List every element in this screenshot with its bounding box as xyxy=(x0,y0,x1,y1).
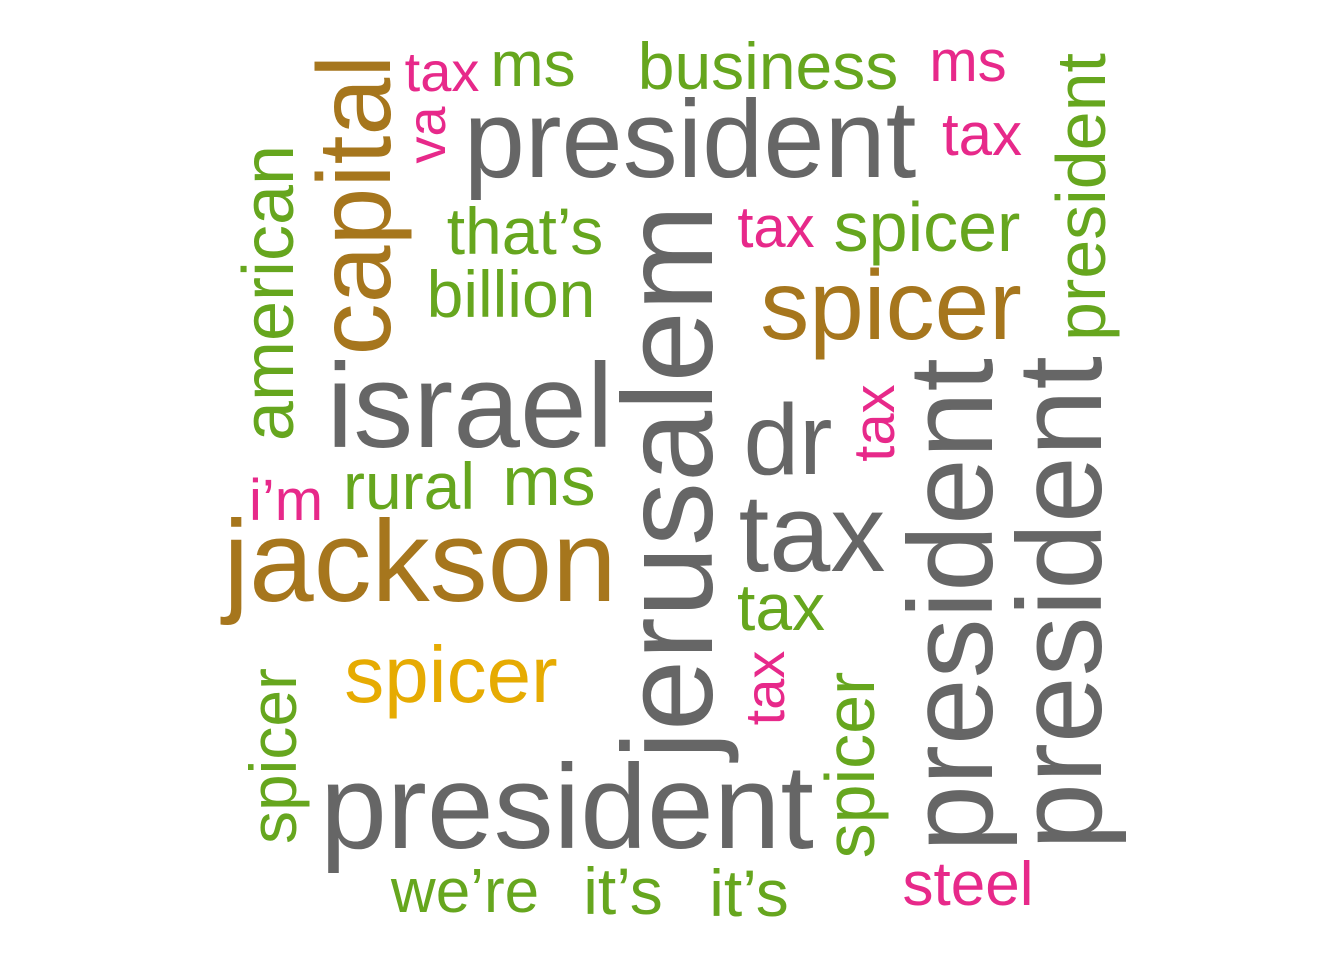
word-capital: capital xyxy=(297,54,413,356)
word-tax: tax xyxy=(738,472,886,595)
word-steel: steel xyxy=(902,850,1034,919)
word-ms: ms xyxy=(929,29,1007,94)
word-spicer: spicer xyxy=(833,188,1021,266)
word-tax: tax xyxy=(733,650,796,726)
word-american: american xyxy=(229,144,309,442)
word-tax: tax xyxy=(404,40,480,103)
word-spicer: spicer xyxy=(344,630,558,719)
word-president: president xyxy=(1042,53,1120,341)
word-tax: tax xyxy=(941,101,1023,168)
word-jerusalem: jerusalem xyxy=(597,204,740,760)
word-spicer: spicer xyxy=(236,667,310,845)
word-president: president xyxy=(320,740,814,874)
word-dr: dr xyxy=(743,384,833,496)
word-its: it’s xyxy=(709,856,789,930)
word-thats: that’s xyxy=(446,194,604,268)
word-tax: tax xyxy=(736,570,826,644)
word-were: we’re xyxy=(390,857,540,926)
word-spicer: spicer xyxy=(760,250,1022,360)
word-israel: israel xyxy=(326,339,614,473)
word-ms: ms xyxy=(490,28,576,100)
word-jackson: jackson xyxy=(223,496,617,626)
word-ms: ms xyxy=(502,442,596,520)
word-tax: tax xyxy=(737,195,815,260)
word-billion: billion xyxy=(426,257,596,331)
word-president: president xyxy=(463,78,917,201)
word-spicer: spicer xyxy=(811,671,889,859)
word-im: i’m xyxy=(248,468,324,533)
word-president: president xyxy=(993,356,1127,850)
word-business: business xyxy=(637,29,899,103)
word-va: va xyxy=(397,106,457,164)
word-rural: rural xyxy=(342,449,476,523)
word-its: it’s xyxy=(583,854,663,928)
